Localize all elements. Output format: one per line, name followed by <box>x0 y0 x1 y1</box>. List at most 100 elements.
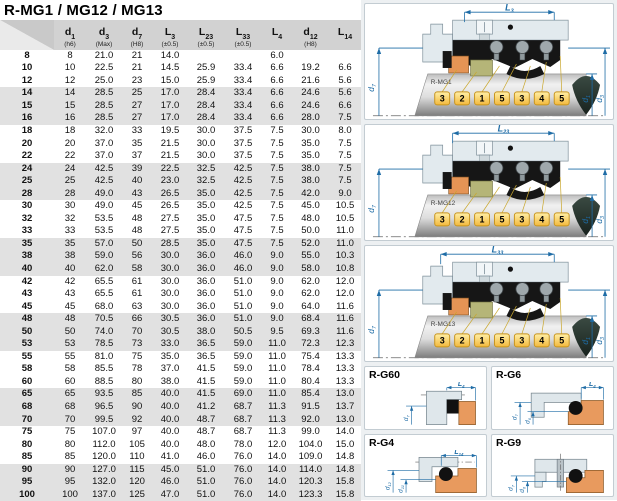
table-cell: 15 <box>64 99 76 111</box>
table-row: 25 25 42.5 40 23.0 32.5 42.5 7.5 38.0 7.5 <box>0 175 361 188</box>
row-header-cell: 85 <box>21 451 33 463</box>
row-header-cell: 20 <box>21 137 33 149</box>
table-cell: 69.3 <box>301 325 320 337</box>
row-header-cell: 14 <box>21 87 33 99</box>
table-cell: 32.0 <box>94 124 114 136</box>
table-cell: 27 <box>131 99 143 111</box>
o-ring <box>568 468 583 483</box>
table-cell: 90 <box>131 401 143 412</box>
table-cell: 40.0 <box>160 388 180 400</box>
table-cell: 16 <box>64 112 76 124</box>
table-cell: 42.5 <box>233 162 253 174</box>
detail-name-label: R-G6 <box>496 369 522 381</box>
table-cell: 28.4 <box>196 112 216 124</box>
column-header: L23 (±0.5) <box>188 20 224 50</box>
table-cell: 123.3 <box>298 488 323 500</box>
table-cell: 30.0 <box>160 250 180 262</box>
row-header-cell: 38 <box>21 250 33 262</box>
column-header: d3 (Max) <box>86 20 122 50</box>
seat-detail-grid: R-G60 L4 d7 <box>364 366 614 497</box>
table-cell: 36.5 <box>196 350 216 362</box>
table-row: 100 100 137.0 125 47.0 51.0 76.0 14.0 123.3 15.8 <box>0 488 361 501</box>
table-row: 68 68 96.5 90 40.0 41.2 68.7 11.3 91.5 13.7 <box>0 401 361 414</box>
table-cell: 80.4 <box>301 375 320 387</box>
table-cell: 51.0 <box>233 275 253 287</box>
table-cell: 30.5 <box>160 325 180 337</box>
table-cell: 35.0 <box>160 350 180 362</box>
table-cell: 48.7 <box>196 413 216 425</box>
table-cell: 32.5 <box>196 162 216 174</box>
table-cell: 42.0 <box>301 187 320 199</box>
table-cell: 23 <box>131 74 143 86</box>
table-cell: 7.5 <box>270 124 284 136</box>
table-cell: 51.0 <box>196 476 216 488</box>
table-cell: 70.5 <box>94 313 114 325</box>
table-cell: 36.0 <box>196 250 216 262</box>
table-cell: 99.0 <box>301 426 320 438</box>
table-cell: 11.3 <box>268 426 286 438</box>
table-cell: 51.0 <box>233 300 253 312</box>
row-header-cell: 28 <box>21 187 33 199</box>
table-row: 35 35 57.0 50 28.5 35.0 47.5 7.5 52.0 11.0 <box>0 237 361 251</box>
diagram-panel-rmg1: 3 2 1 5 3 4 5 d7 <box>364 3 614 120</box>
dim-label: d11 <box>397 485 405 493</box>
table-cell: 65.5 <box>94 288 114 300</box>
row-header-cell: 22 <box>21 150 33 162</box>
table-cell: 76.0 <box>233 476 253 488</box>
table-cell: 21.0 <box>94 49 114 61</box>
table-cell: 13.7 <box>335 401 355 412</box>
table-cell: 80 <box>64 438 76 450</box>
page-title: R-MG1 / MG12 / MG13 <box>4 2 163 19</box>
table-cell: 59.0 <box>233 363 253 375</box>
table-row: 20 20 37.0 35 21.5 30.0 37.5 7.5 35.0 7.5 <box>0 138 361 151</box>
table-cell: 76.0 <box>233 451 253 463</box>
table-cell: 10 <box>64 62 76 74</box>
table-cell: 42.5 <box>233 175 253 187</box>
table-cell: 59.0 <box>94 250 114 262</box>
table-cell: 47.5 <box>233 212 253 224</box>
table-cell: 75 <box>64 426 76 438</box>
table-cell: 96.5 <box>94 401 114 412</box>
table-cell: 81.0 <box>94 350 114 362</box>
table-cell: 42.5 <box>94 175 114 187</box>
table-cell: 9.0 <box>338 187 352 199</box>
table-cell: 30.0 <box>196 150 216 162</box>
table-cell: 6.6 <box>270 74 284 86</box>
table-cell: 26.5 <box>160 187 180 199</box>
row-header-cell: 8 <box>24 49 30 61</box>
dim-label: L4 <box>589 382 596 389</box>
table-cell: 109.0 <box>298 451 323 463</box>
table-cell: 27.5 <box>160 212 180 224</box>
table-cell: 30.0 <box>196 124 216 136</box>
table-cell: 46.0 <box>233 250 253 262</box>
table-cell: 6.0 <box>270 49 284 61</box>
detail-panel-rg9: R-G9 d7 d <box>491 433 614 497</box>
table-cell <box>329 50 361 63</box>
o-ring <box>568 401 583 415</box>
table-row: 33 33 53.5 48 27.5 35.0 47.5 7.5 50.0 11.0 <box>0 225 361 238</box>
table-cell: 27 <box>131 112 143 124</box>
table-cell: 80 <box>131 375 143 387</box>
seal-name-label: R-MG13 <box>431 321 456 328</box>
table-cell: 59.0 <box>233 350 253 362</box>
table-cell: 21.6 <box>301 74 320 86</box>
table-cell: 107.0 <box>92 426 116 438</box>
table-cell: 37.0 <box>94 137 114 149</box>
detail-panel-rg4: R-G4 L14 d12 <box>364 433 487 497</box>
table-row: 58 58 85.5 78 37.0 41.5 59.0 11.0 78.4 13.3 <box>0 363 361 376</box>
table-cell: 9.0 <box>270 300 284 312</box>
table-cell: 72.3 <box>301 338 320 350</box>
table-cell: 50 <box>64 325 76 337</box>
table-cell: 49.0 <box>94 187 114 199</box>
table-row: 14 14 28.5 25 17.0 28.4 33.4 6.6 24.6 5.6 <box>0 87 361 100</box>
table-row: 90 90 127.0 115 45.0 51.0 76.0 14.0 114.0 14.8 <box>0 463 361 477</box>
table-cell: 25.0 <box>94 74 114 86</box>
table-cell: 48 <box>131 212 143 224</box>
table-cell: 137.0 <box>92 488 116 500</box>
table-cell: 10.5 <box>335 200 355 212</box>
table-cell: 57.0 <box>94 237 114 249</box>
table-cell: 30 <box>64 200 76 212</box>
row-header-cell: 90 <box>21 463 33 475</box>
table-cell: 7.5 <box>270 212 284 224</box>
table-cell: 59.0 <box>233 338 253 350</box>
